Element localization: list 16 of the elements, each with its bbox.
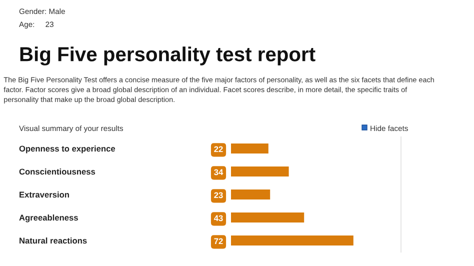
bar	[231, 166, 289, 176]
data-label: 43	[214, 215, 223, 222]
y-tick-label: Natural reactions	[20, 237, 87, 244]
y-tick-label: Conscientiousness	[19, 168, 96, 175]
bar	[231, 212, 304, 222]
y-tick-label: Openness to experience	[19, 145, 116, 154]
y-tick-label: Extraversion	[20, 191, 69, 198]
bar	[231, 236, 354, 246]
data-label: 23	[214, 192, 223, 198]
data-label: 22	[214, 146, 223, 152]
data-label: 72	[214, 238, 223, 244]
data-label: 34	[214, 169, 224, 176]
bar	[231, 144, 268, 154]
chart-title: Big Five personality test report	[20, 46, 316, 66]
y-tick-label: Agreeableness	[19, 214, 78, 222]
bar	[231, 190, 270, 200]
